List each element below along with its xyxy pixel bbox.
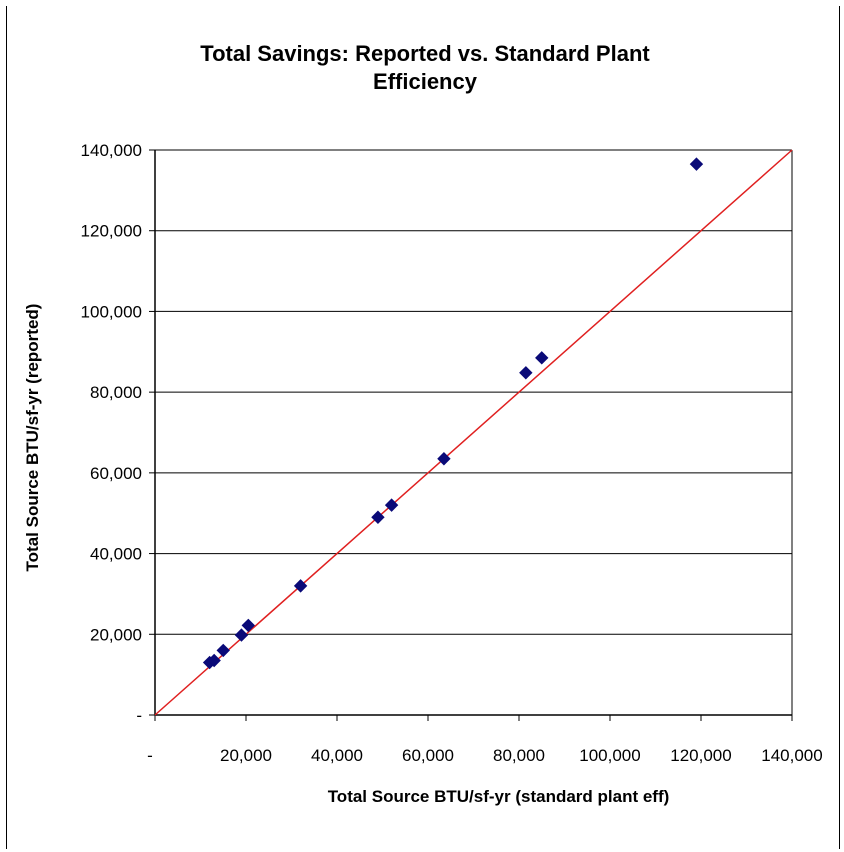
x-axis-title: Total Source BTU/sf-yr (standard plant e… xyxy=(328,787,670,806)
y-tick-label: - xyxy=(136,706,142,725)
x-tick-label: 140,000 xyxy=(761,746,822,765)
chart-frame xyxy=(6,6,840,849)
y-tick-label: 20,000 xyxy=(90,625,142,644)
data-point xyxy=(241,618,255,633)
data-point xyxy=(519,366,533,380)
data-point xyxy=(207,653,221,668)
x-tick-label: 120,000 xyxy=(670,746,731,765)
x-tick-label: 40,000 xyxy=(311,746,363,765)
data-point xyxy=(293,579,308,593)
y-axis-title: Total Source BTU/sf-yr (reported) xyxy=(23,304,42,572)
chart-title-line-1: Total Savings: Reported vs. Standard Pla… xyxy=(200,41,650,66)
y-tick-labels: - 20,000 40,000 60,000 80,000 100,000 120,000 1… xyxy=(81,141,142,725)
data-point xyxy=(234,628,249,642)
x-tick-label: - xyxy=(147,746,153,765)
x-tick-label: 20,000 xyxy=(220,746,272,765)
y-tick-label: 140,000 xyxy=(81,141,142,160)
data-point xyxy=(216,643,230,658)
x-tick-label: 80,000 xyxy=(493,746,545,765)
chart-title-line-2: Efficiency xyxy=(373,69,477,94)
data-point xyxy=(437,452,451,466)
x-tick-label: 60,000 xyxy=(402,746,454,765)
y-tick-label: 120,000 xyxy=(81,222,142,241)
y-tick-label: 80,000 xyxy=(90,383,142,402)
data-point xyxy=(689,157,704,171)
reference-line xyxy=(154,149,793,716)
data-point xyxy=(535,351,549,365)
gridlines xyxy=(149,149,793,721)
data-points xyxy=(202,157,704,670)
y-tick-label: 60,000 xyxy=(90,464,142,483)
data-point xyxy=(371,510,385,524)
y-tick-label: 40,000 xyxy=(90,545,142,564)
x-tick-labels: - 20,000 40,000 60,000 80,000 100,000 120,000 1… xyxy=(147,746,823,765)
x-tick-label: 100,000 xyxy=(579,746,640,765)
chart-title: Total Savings: Reported vs. Standard Pla… xyxy=(100,40,750,96)
y-tick-label: 100,000 xyxy=(81,302,142,321)
data-point xyxy=(384,498,399,512)
